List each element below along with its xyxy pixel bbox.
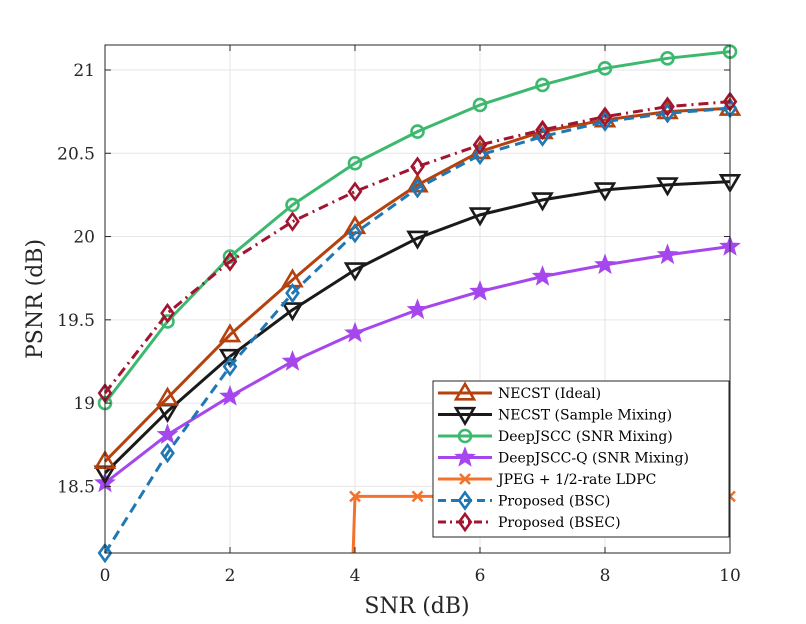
x-axis-label: SNR (dB) <box>364 594 469 619</box>
series-2 <box>97 44 738 411</box>
data-point <box>156 423 179 444</box>
legend-entry: NECST (Sample Mixing) <box>438 406 672 427</box>
legend-marker <box>457 428 473 444</box>
data-point <box>349 490 361 503</box>
legend-entry: JPEG + 1/2-rate LDPC <box>438 472 656 488</box>
tick-labels: 0 2 4 6 8 10 18.5 19 19.5 20 20.5 21 <box>57 61 741 586</box>
data-point <box>281 350 304 371</box>
data-point <box>160 442 175 464</box>
data-point <box>594 253 616 275</box>
legend-marker <box>459 473 471 485</box>
data-point <box>660 51 675 66</box>
data-point <box>472 97 488 113</box>
data-point <box>472 144 488 166</box>
legend-label: JPEG + 1/2-rate LDPC <box>496 472 656 488</box>
data-point <box>406 173 429 193</box>
data-point <box>468 207 492 227</box>
series-line <box>103 106 731 554</box>
legend-marker <box>454 446 476 467</box>
legend-label: NECST (Sample Mixing) <box>498 408 672 424</box>
legend-entry: DeepJSCC (SNR Mixing) <box>438 428 673 445</box>
data-point <box>347 155 363 171</box>
x-tick-label: 8 <box>600 566 611 586</box>
series-line <box>103 180 731 475</box>
data-point <box>343 262 367 282</box>
data-point <box>406 230 429 250</box>
legend-entry: DeepJSCC-Q (SNR Mixing) <box>438 446 689 467</box>
data-point <box>410 178 425 199</box>
data-point <box>344 321 366 343</box>
series-line <box>103 100 731 395</box>
data-point <box>531 192 554 212</box>
legend-entry: Proposed (BSEC) <box>438 511 621 533</box>
data-point <box>218 323 242 343</box>
data-point <box>410 156 425 177</box>
data-point <box>410 124 425 139</box>
data-point <box>656 243 679 265</box>
data-point <box>656 177 679 197</box>
data-point <box>219 385 241 406</box>
x-tick-label: 6 <box>475 566 486 586</box>
legend-entry: Proposed (BSC) <box>438 490 610 511</box>
y-tick-label: 18.5 <box>57 477 95 497</box>
data-point <box>531 265 554 286</box>
data-point <box>469 280 491 301</box>
data-point <box>222 251 238 272</box>
legend-label: Proposed (BSC) <box>498 494 610 510</box>
data-point <box>593 182 617 202</box>
y-tick-label: 20 <box>73 228 95 248</box>
data-point <box>285 211 300 232</box>
x-tick-label: 2 <box>225 566 236 586</box>
data-point <box>218 348 242 369</box>
series-1 <box>93 173 742 485</box>
y-tick-label: 19.5 <box>57 311 95 331</box>
legend-label: NECST (Ideal) <box>498 386 601 402</box>
x-tick-label: 0 <box>100 566 111 586</box>
legend-label: DeepJSCC (SNR Mixing) <box>498 429 673 445</box>
data-point <box>160 302 175 324</box>
legend-label: Proposed (BSEC) <box>498 515 621 531</box>
y-tick-label: 20.5 <box>57 144 95 164</box>
data-point <box>597 106 613 127</box>
data-point <box>281 302 304 322</box>
legend: NECST (Ideal) NECST (Sample Mixing) DeepJS… <box>432 380 730 538</box>
y-tick-label: 19 <box>73 394 95 414</box>
legend-marker <box>457 490 473 511</box>
data-point <box>97 542 113 564</box>
legend-marker <box>453 406 477 427</box>
data-point <box>660 96 675 117</box>
legend-marker <box>457 511 473 533</box>
data-point <box>472 134 488 156</box>
data-point <box>222 356 238 377</box>
data-point <box>406 298 429 320</box>
data-point <box>535 119 550 141</box>
data-point <box>535 77 550 93</box>
data-point <box>347 181 363 202</box>
x-tick-label: 10 <box>719 566 741 586</box>
data-point <box>411 490 424 503</box>
legend-entry: NECST (Ideal) <box>438 381 601 402</box>
data-point <box>285 282 300 304</box>
data-point <box>156 386 179 406</box>
axes-box <box>104 44 731 554</box>
legend-marker <box>453 381 477 401</box>
y-tick-label: 21 <box>73 61 95 81</box>
series-line <box>103 106 731 463</box>
series-line <box>103 50 731 405</box>
data-point <box>347 222 363 244</box>
data-point <box>285 197 300 213</box>
y-axis-label: PSNR (dB) <box>23 239 48 359</box>
data-point <box>597 61 613 76</box>
legend-label: DeepJSCC-Q (SNR Mixing) <box>498 451 689 467</box>
x-tick-label: 4 <box>350 566 361 586</box>
data-point <box>468 140 492 160</box>
